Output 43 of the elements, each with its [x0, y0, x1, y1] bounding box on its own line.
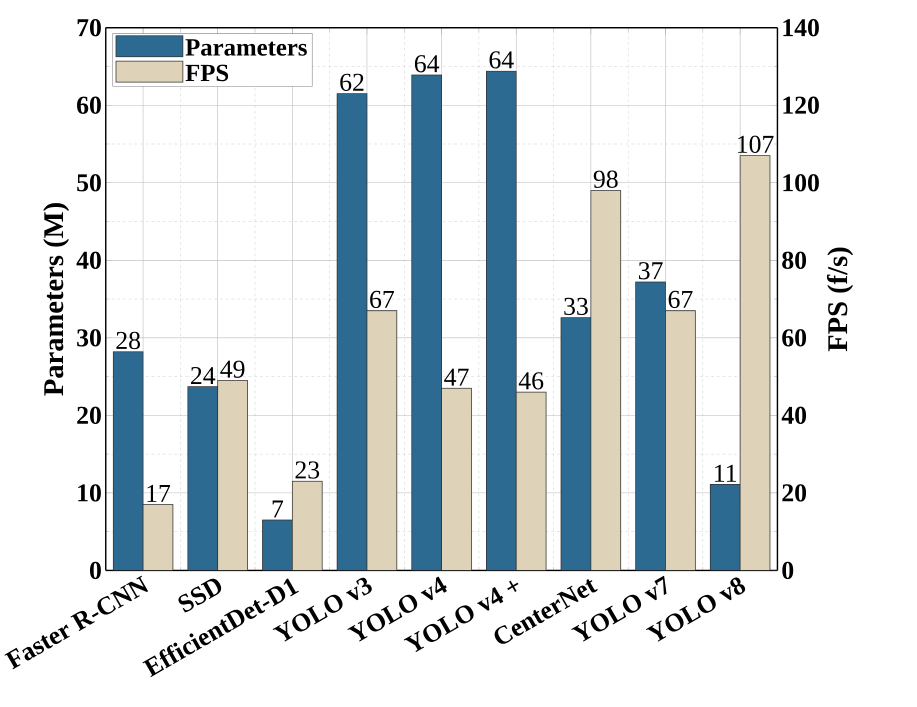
y2-tick-label: 120 [783, 96, 819, 114]
bar [740, 155, 770, 570]
y2-tick-label: 20 [782, 484, 806, 502]
bar [710, 484, 741, 570]
data-label: 98 [594, 170, 618, 188]
legend-label: FPS [186, 64, 228, 82]
legend-label: Parameters [186, 39, 307, 56]
y2-tick-label: 0 [782, 562, 794, 580]
data-label: 37 [638, 262, 663, 280]
y-axis-title: Parameters (M) [43, 203, 70, 396]
data-label: 46 [518, 372, 544, 390]
data-label: 67 [668, 290, 693, 308]
bar [411, 74, 442, 570]
y2-tick-label: 80 [782, 252, 806, 269]
bar [142, 504, 174, 570]
data-label: 17 [147, 484, 170, 502]
bar [486, 70, 517, 570]
y-tick-label: 20 [77, 406, 101, 424]
data-label: 67 [370, 290, 394, 308]
data-label: 23 [296, 461, 320, 479]
y2-axis-title: FPS (f/s) [826, 248, 854, 352]
data-label: 11 [715, 464, 736, 482]
data-label: 33 [564, 298, 588, 316]
data-label: 64 [414, 55, 440, 72]
y-tick-label: 10 [78, 484, 101, 502]
data-label: 49 [220, 360, 244, 378]
y-tick-label: 40 [76, 252, 101, 269]
y2-tick-label: 40 [782, 406, 806, 424]
data-label: 24 [191, 367, 216, 384]
data-label: 64 [490, 51, 514, 68]
data-label: 7 [272, 500, 284, 518]
y2-tick-label: 100 [783, 174, 819, 192]
y2-tick-label: 60 [782, 329, 806, 346]
bar [112, 351, 144, 570]
data-label: 47 [444, 368, 469, 386]
y-tick-label: 70 [78, 19, 101, 36]
data-label: 28 [116, 332, 140, 350]
data-label: 107 [738, 136, 774, 153]
y-tick-label: 60 [77, 96, 101, 114]
y-tick-label: 30 [77, 329, 101, 346]
data-label: 62 [340, 74, 364, 91]
y2-tick-label: 140 [783, 19, 819, 36]
y-tick-label: 50 [77, 174, 101, 192]
